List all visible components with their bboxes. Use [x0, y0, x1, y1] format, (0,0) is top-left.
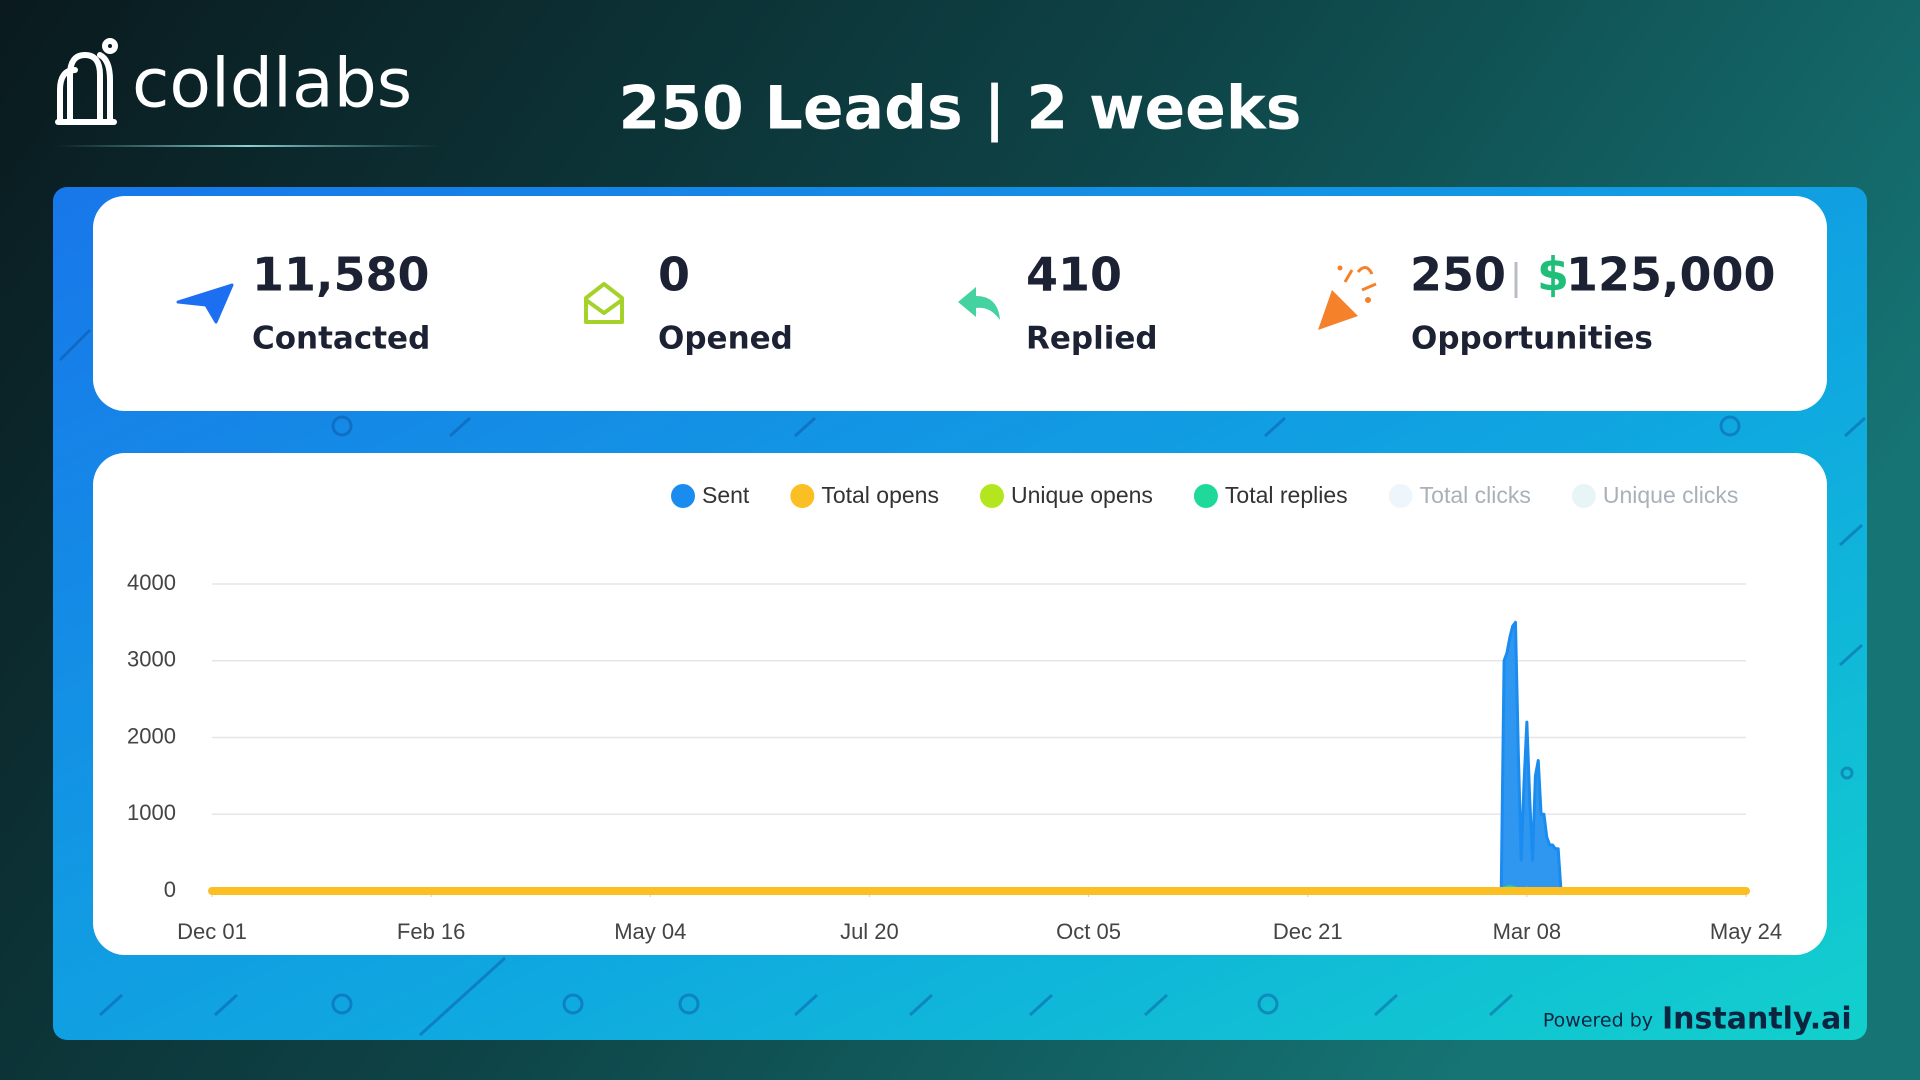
headline: 250 Leads | 2 weeks — [619, 74, 1302, 144]
x-tick-label: Mar 08 — [1493, 919, 1561, 944]
powered-by: Powered by — [1543, 1010, 1653, 1032]
x-tick-label: Feb 16 — [397, 919, 466, 944]
legend-label: Sent — [702, 482, 750, 508]
opportunities-icon — [1318, 265, 1377, 330]
x-tick-label: May 24 — [1710, 919, 1782, 944]
x-tick-label: Dec 21 — [1273, 919, 1343, 944]
x-tick-label: Jul 20 — [840, 919, 899, 944]
x-tick-label: May 04 — [614, 919, 686, 944]
contacted-icon — [176, 283, 234, 324]
stat-label: Opportunities — [1411, 321, 1653, 357]
legend-label: Total clicks — [1420, 482, 1531, 508]
legend-label: Total opens — [821, 482, 939, 508]
panel-decoration — [58, 328, 1867, 1037]
y-tick-label: 3000 — [127, 647, 176, 672]
legend-label: Total replies — [1225, 482, 1348, 508]
legend-swatch — [671, 484, 695, 508]
brand: coldlabs — [132, 45, 412, 124]
powered-brand: Instantly.ai — [1662, 1002, 1852, 1037]
y-tick-label: 1000 — [127, 800, 176, 825]
stat-value: 250 — [1410, 248, 1506, 302]
legend-swatch — [790, 484, 815, 508]
area — [210, 620, 1748, 893]
stat-value: 0 — [658, 248, 690, 302]
legend-label: Unique opens — [1011, 482, 1153, 508]
stat-label: Contacted — [252, 321, 430, 357]
x-tick-label: Oct 05 — [1056, 919, 1121, 944]
stat-label: Opened — [658, 321, 793, 357]
y-tick-label: 4000 — [127, 570, 176, 595]
legend-swatch — [1193, 484, 1218, 508]
currency: $ — [1537, 248, 1569, 302]
y-tick-label: 2000 — [127, 723, 176, 748]
stat-label: Replied — [1026, 321, 1158, 357]
legend-swatch — [1571, 484, 1596, 508]
legend-swatch — [979, 484, 1004, 508]
chart: 0 1000 2000 3000 4000 Dec 01 Feb 16 May 04 Jul 2… — [127, 482, 1782, 944]
logo-icon — [55, 38, 118, 125]
legend-swatch — [1388, 484, 1413, 508]
brand-rule — [55, 145, 440, 147]
stat-value: 11,580 — [252, 248, 430, 302]
replied-icon — [958, 287, 1000, 320]
opened-icon — [584, 282, 624, 324]
legend-label: Unique clicks — [1603, 482, 1739, 508]
x-tick-label: Dec 01 — [177, 919, 247, 944]
y-tick-label: 0 — [164, 877, 176, 902]
stat-value: 410 — [1026, 248, 1122, 302]
stat-amount: 125,000 — [1566, 248, 1776, 302]
chart-card — [93, 453, 1827, 955]
